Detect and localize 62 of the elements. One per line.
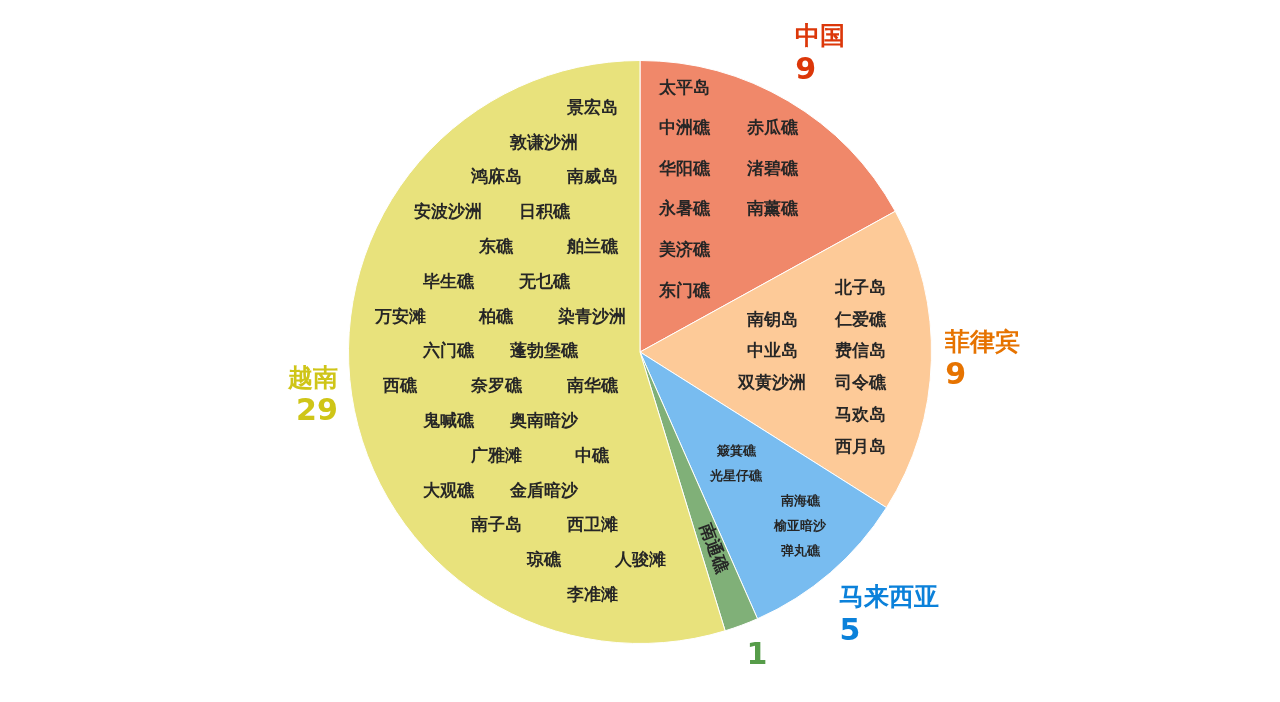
text: 景宏岛 (566, 96, 618, 117)
text: 鸿庥岛 (470, 166, 522, 187)
text: 南海礁 (780, 493, 820, 509)
text: 日积礁 (518, 201, 570, 222)
text: 人骏滩 (614, 549, 666, 570)
text: 毕生礁 (422, 270, 474, 291)
text: 南通礁 (695, 519, 734, 577)
text: 簸箕礁 (716, 443, 756, 459)
text: 广雅滩 (470, 444, 522, 465)
text: 万安滩 (374, 305, 426, 326)
slice-label: 菲律宾 (944, 326, 1021, 356)
text: 太平岛 (658, 76, 710, 97)
text: 仁爱礁 (834, 308, 886, 329)
text: 六门礁 (422, 340, 474, 361)
text: 安波沙洲 (414, 201, 482, 222)
text: 榆亚暗沙 (774, 518, 826, 534)
text: 中礁 (575, 444, 609, 465)
text: 费信岛 (834, 340, 886, 361)
text: 东门礁 (658, 279, 710, 300)
data-label: 9 (795, 50, 817, 86)
text: 蓬勃堡礁 (510, 340, 578, 361)
text: 南子岛 (470, 514, 522, 535)
text: 南钥岛 (746, 308, 798, 329)
text: 弹丸礁 (780, 543, 820, 559)
text: 北子岛 (834, 276, 886, 297)
data-label: 29 (296, 392, 338, 428)
text: 马欢岛 (834, 404, 886, 425)
text: 大观礁 (422, 479, 474, 500)
text: 南华礁 (566, 375, 618, 396)
text: 染青沙洲 (558, 305, 626, 326)
text: 金盾暗沙 (510, 479, 578, 500)
data-label: 5 (839, 612, 861, 648)
text: 南薰礁 (746, 198, 798, 219)
text: 柏礁 (479, 305, 513, 326)
text: 舶兰礁 (566, 236, 618, 257)
slice-label: 马来西亚 (839, 582, 940, 612)
text: 东礁 (479, 236, 513, 257)
text: 光星仔礁 (710, 468, 762, 484)
text: 中业岛 (746, 340, 798, 361)
text: 西卫滩 (566, 514, 618, 535)
text: 渚碧礁 (746, 157, 798, 178)
text: 鬼喊礁 (422, 410, 474, 431)
text: 西礁 (383, 375, 417, 396)
text: 司令礁 (834, 372, 886, 393)
text: 双黄沙洲 (738, 372, 806, 393)
data-label: 1 (746, 636, 768, 672)
text: 奈罗礁 (470, 375, 522, 396)
slice-label: 越南 (286, 362, 338, 392)
text: 赤瓜礁 (746, 117, 798, 138)
text: 琼礁 (527, 549, 561, 570)
text: 西月岛 (834, 436, 886, 457)
text: 李准滩 (566, 584, 618, 605)
slice-label: 中国 (795, 20, 846, 50)
text: 美济礁 (658, 238, 710, 259)
data-label: 9 (945, 356, 967, 392)
text: 中洲礁 (658, 117, 710, 138)
text: 无乜礁 (518, 270, 570, 291)
text: 奥南暗沙 (510, 410, 578, 431)
text: 永暑礁 (658, 198, 710, 219)
text: 敦谦沙洲 (510, 131, 578, 152)
text: 南威岛 (566, 166, 618, 187)
text: 华阳礁 (658, 157, 710, 178)
